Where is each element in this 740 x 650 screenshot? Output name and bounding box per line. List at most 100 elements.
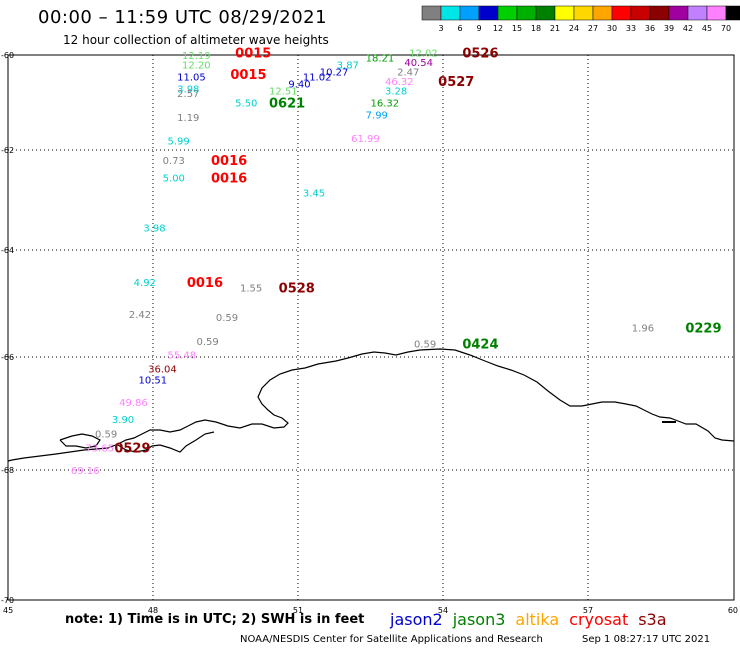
colorbar-label: 30: [607, 24, 617, 33]
coastline-detail: [59, 433, 101, 449]
wave-height-value: 0.59: [95, 429, 117, 440]
wave-height-value: 3.98: [177, 84, 199, 95]
colorbar-label: 27: [588, 24, 598, 33]
observation-time-label: 0526: [462, 47, 498, 62]
colorbar-label: 39: [664, 24, 674, 33]
colorbar-swatch: [459, 5, 480, 21]
lon-tick-label: 60: [728, 606, 738, 615]
lon-tick-label: 54: [438, 606, 448, 615]
footer-timestamp: Sep 1 08:27:17 UTC 2021: [582, 634, 711, 645]
colorbar-swatch: [554, 5, 575, 21]
lon-tick-label: 57: [583, 606, 593, 615]
colorbar-label: 70: [721, 24, 731, 33]
wave-height-value: 11.05: [177, 72, 206, 83]
colorbar-label: 42: [683, 24, 693, 33]
lon-tick-label: 45: [3, 606, 13, 615]
wave-height-value: 49.86: [119, 398, 148, 409]
colorbar-swatch: [592, 5, 613, 21]
wave-height-value: 2.42: [129, 310, 151, 321]
wave-height-value: 1.19: [177, 113, 199, 124]
wave-height-value: 73.65: [85, 443, 114, 454]
wave-height-value: 0.59: [414, 340, 436, 351]
observation-time-label: 0528: [279, 281, 315, 296]
wave-height-value: 0.59: [197, 337, 219, 348]
wave-height-value: 5.50: [235, 99, 257, 110]
observations-layer: 12.1912.2011.053.982.571.195.990.735.003…: [71, 49, 654, 477]
map-frame: [7, 54, 735, 601]
colorbar-swatch: [611, 5, 632, 21]
lon-tick-label: 48: [148, 606, 158, 615]
mission-legend-jason3: jason3: [452, 610, 506, 629]
colorbar-swatch: [497, 5, 518, 21]
observation-time-label: 0016: [187, 276, 223, 291]
observation-time-label: 0424: [462, 338, 498, 353]
observation-time-label: 0229: [685, 322, 721, 337]
observation-time-label: 0016: [211, 172, 247, 187]
observation-time-label: 0015: [230, 68, 266, 83]
wave-height-value: 16.32: [371, 99, 400, 110]
wave-height-value: 36.04: [148, 364, 177, 375]
wave-height-value: 11.02: [303, 72, 332, 83]
lat-tick-label: -66: [1, 353, 14, 362]
colorbar-swatch: [421, 5, 442, 21]
wave-height-value: 69.16: [71, 466, 100, 477]
wave-height-value: 55.48: [168, 350, 197, 361]
colorbar-label: 3: [438, 24, 443, 33]
lat-tick-label: -62: [1, 146, 14, 155]
wave-height-value: 2.47: [397, 68, 419, 79]
wave-height-value: 0.73: [163, 156, 185, 167]
colorbar-label: 21: [550, 24, 560, 33]
colorbar-label: 15: [512, 24, 522, 33]
colorbar-label: 6: [457, 24, 462, 33]
observation-time-label: 0016: [211, 154, 247, 169]
mission-legend: jason2 jason3 altika cryosat s3a: [390, 610, 677, 629]
mission-legend-cryosat: cryosat: [569, 610, 629, 629]
colorbar-label: 45: [702, 24, 712, 33]
colorbar-swatch: [478, 5, 499, 21]
wave-height-value: 40.54: [404, 58, 433, 69]
mission-legend-jason2: jason2: [390, 610, 443, 629]
wave-height-value: 4.92: [134, 278, 156, 289]
colorbar-swatch: [535, 5, 556, 21]
wave-height-value: 12.51: [269, 87, 298, 98]
antarctic-coastline: [7, 348, 735, 462]
footer-note: note: 1) Time is in UTC; 2) SWH is in fe…: [65, 612, 365, 627]
lat-tick-label: -64: [1, 246, 14, 255]
observation-time-label: 0621: [269, 97, 305, 112]
colorbar-swatch: [516, 5, 537, 21]
wave-height-value: 3.98: [143, 224, 165, 235]
wave-height-value: 10.27: [320, 68, 349, 79]
wave-height-value: 1.96: [632, 324, 654, 335]
colorbar-swatch: [706, 5, 727, 21]
wave-height-value: 61.99: [351, 134, 380, 145]
colorbar-swatch: [630, 5, 651, 21]
lat-tick-label: -68: [1, 466, 14, 475]
observation-time-label: 0015: [235, 47, 271, 62]
coastline-island: [117, 431, 215, 453]
wave-height-value: 3.90: [112, 415, 134, 426]
colorbar-swatch: [687, 5, 708, 21]
wave-height-value: 1.55: [240, 283, 262, 294]
wave-height-value: 46.32: [385, 77, 414, 88]
wave-height-value: 3.45: [303, 189, 325, 200]
lat-tick-label: -70: [1, 596, 14, 605]
colorbar-swatch: [668, 5, 689, 21]
colorbar-swatch: [649, 5, 670, 21]
colorbar-label: 24: [569, 24, 579, 33]
mission-legend-altika: altika: [515, 610, 560, 629]
mission-legend-s3a: s3a: [638, 610, 667, 629]
wave-height-value: 2.57: [177, 89, 199, 100]
observation-time-label: 0529: [114, 441, 150, 456]
colorbar-label: 36: [645, 24, 655, 33]
colorbar-label: 9: [476, 24, 481, 33]
map-subtitle: 12 hour collection of altimeter wave hei…: [63, 33, 329, 47]
wave-height-value: 12.19: [182, 51, 211, 62]
footer-credit: NOAA/NESDIS Center for Satellite Applica…: [240, 634, 543, 645]
colorbar-label: 18: [531, 24, 541, 33]
wave-height-value: 12.02: [409, 49, 438, 60]
observation-time-label: 0527: [438, 75, 474, 90]
lon-tick-label: 51: [293, 606, 303, 615]
